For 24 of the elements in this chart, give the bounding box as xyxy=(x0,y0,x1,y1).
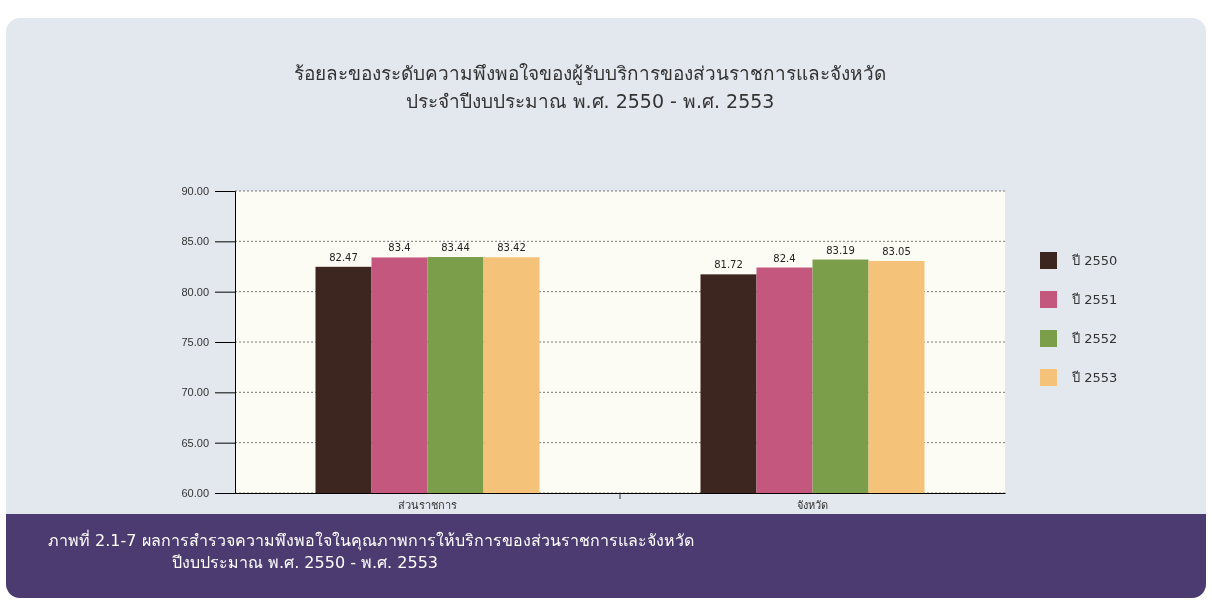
x-tick-label: จังหวัด xyxy=(797,499,828,512)
y-tick-label: 85.00 xyxy=(181,235,209,248)
legend-label: ปี 2550 xyxy=(1071,253,1118,268)
x-tick-label: ส่วนราชการ xyxy=(398,499,457,512)
data-label: 83.44 xyxy=(441,242,470,254)
y-tick-label: 65.00 xyxy=(181,436,209,449)
chart-subtitle: ประจำปีงบประมาณ พ.ศ. 2550 - พ.ศ. 2553 xyxy=(405,90,775,112)
data-label: 83.42 xyxy=(497,242,526,254)
data-label: 82.47 xyxy=(329,251,358,263)
data-label: 83.4 xyxy=(388,242,411,254)
legend-label: ปี 2551 xyxy=(1071,292,1118,307)
y-tick-label: 60.00 xyxy=(181,487,209,500)
y-tick-label: 70.00 xyxy=(181,386,209,399)
y-tick-label: 90.00 xyxy=(181,185,209,198)
data-label: 83.05 xyxy=(882,245,911,257)
data-label: 81.72 xyxy=(714,259,743,271)
data-label: 82.4 xyxy=(773,252,796,264)
legend-label: ปี 2552 xyxy=(1071,331,1118,346)
y-tick-label: 80.00 xyxy=(181,285,209,298)
chart-title: ร้อยละของระดับความพึงพอใจของผู้รับบริการของส่วนราชการและจังหวัด xyxy=(294,62,886,85)
legend-label: ปี 2553 xyxy=(1071,370,1118,385)
y-tick-label: 75.00 xyxy=(181,336,209,349)
text: ภาพที่ 2.1-7 ผลการสำรวจความพึงพอใจในคุณภาพการให้บริการของส่วนราชการและจังหวัด ปีงบประมาณ พ.ศ. 2550 - พ.ศ. 2553 xyxy=(48,529,694,572)
data-label: 83.19 xyxy=(826,244,855,256)
